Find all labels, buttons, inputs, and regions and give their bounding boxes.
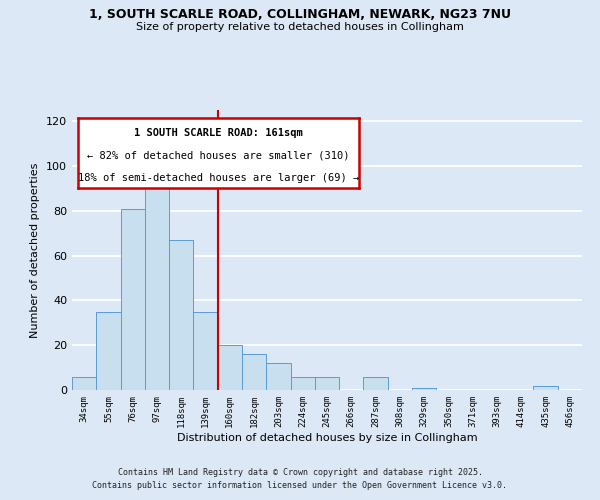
Bar xyxy=(242,354,266,390)
Text: Contains HM Land Registry data © Crown copyright and database right 2025.: Contains HM Land Registry data © Crown c… xyxy=(118,468,482,477)
Bar xyxy=(218,345,242,390)
X-axis label: Distribution of detached houses by size in Collingham: Distribution of detached houses by size … xyxy=(176,432,478,442)
Bar xyxy=(72,376,96,390)
Bar xyxy=(121,208,145,390)
Bar xyxy=(315,376,339,390)
Bar xyxy=(412,388,436,390)
Bar xyxy=(290,376,315,390)
Bar xyxy=(145,188,169,390)
Bar xyxy=(266,363,290,390)
Bar xyxy=(96,312,121,390)
Text: 1, SOUTH SCARLE ROAD, COLLINGHAM, NEWARK, NG23 7NU: 1, SOUTH SCARLE ROAD, COLLINGHAM, NEWARK… xyxy=(89,8,511,20)
Text: 18% of semi-detached houses are larger (69) →: 18% of semi-detached houses are larger (… xyxy=(77,174,359,184)
Bar xyxy=(169,240,193,390)
Bar xyxy=(364,376,388,390)
Text: 1 SOUTH SCARLE ROAD: 161sqm: 1 SOUTH SCARLE ROAD: 161sqm xyxy=(134,128,302,138)
Bar xyxy=(533,386,558,390)
Text: Size of property relative to detached houses in Collingham: Size of property relative to detached ho… xyxy=(136,22,464,32)
Text: ← 82% of detached houses are smaller (310): ← 82% of detached houses are smaller (31… xyxy=(87,151,349,161)
Text: Contains public sector information licensed under the Open Government Licence v3: Contains public sector information licen… xyxy=(92,480,508,490)
Bar xyxy=(193,312,218,390)
Y-axis label: Number of detached properties: Number of detached properties xyxy=(31,162,40,338)
